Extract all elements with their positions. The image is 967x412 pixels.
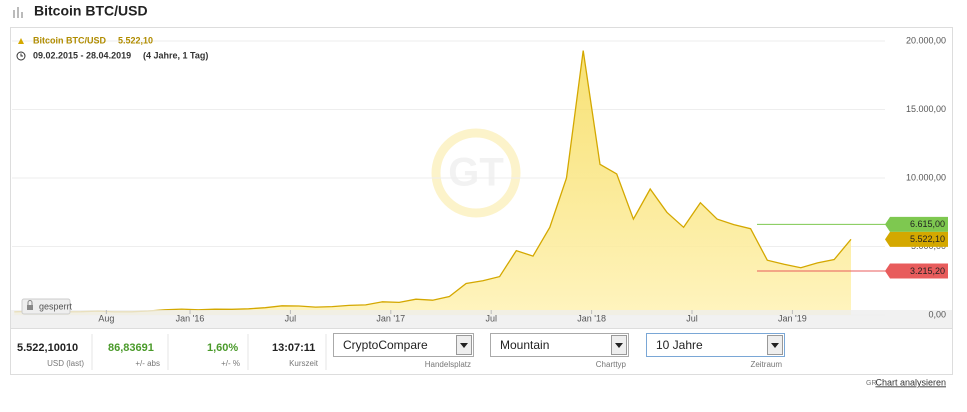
marker-label: 3.215,20: [910, 266, 945, 276]
quote-value: 13:07:11: [272, 342, 315, 354]
dropdown[interactable]: [646, 333, 785, 357]
x-tick-label: Jan '19: [778, 313, 807, 323]
plot: [12, 40, 885, 316]
quote-value: 86,83691: [108, 342, 154, 354]
marker-label: 5.522,10: [910, 234, 945, 244]
marker-label: 6.615,00: [910, 219, 945, 229]
footer-icon: GR: [866, 380, 877, 387]
dropdown-value: Mountain: [500, 338, 549, 352]
y-tick-label: 20.000,00: [906, 35, 946, 45]
x-tick-label: Jan '17: [376, 313, 405, 323]
quote-label: USD (last): [47, 359, 84, 368]
dropdown-label: Zeitraum: [750, 360, 782, 369]
dropdown-value: CryptoCompare: [343, 338, 428, 352]
x-tick-label: Jul: [485, 313, 497, 323]
quote-label: Kurszeit: [289, 359, 319, 368]
area-fill: [14, 50, 852, 315]
dropdown[interactable]: [490, 333, 629, 357]
marker-box: [885, 263, 948, 279]
dropdown-arrow: [460, 343, 468, 348]
title: Bitcoin BTC/USD: [34, 3, 148, 19]
x-tick-label: Jan '16: [176, 313, 205, 323]
quote: 5.522,10010 USD (last) 86,83691 +/- abs 1,60…: [17, 334, 327, 370]
svg-text:GT: GT: [448, 151, 504, 195]
x-tick-label: Jul: [686, 313, 698, 323]
quote-value: 5.522,10010: [17, 342, 78, 354]
x-axis-band: [11, 310, 952, 328]
watermark: GT: [431, 128, 521, 218]
axes: 0,005.000,0010.000,0015.000,0020.000,00A…: [98, 35, 948, 323]
quote-label: +/- %: [221, 359, 240, 368]
controls: CryptoCompare Handelsplatz Mountain Chartty…: [333, 333, 785, 369]
chart-link[interactable]: Chart analysieren: [875, 377, 946, 387]
lock-label: gesperrt: [39, 301, 73, 311]
legend-value: 5.522,10: [118, 35, 153, 45]
range-note: (4 Jahre, 1 Tag): [143, 50, 208, 60]
dropdown-arrow: [615, 343, 623, 348]
y-tick-label: 15.000,00: [906, 104, 946, 114]
subtitle: 09.02.2015 - 28.04.2019: [33, 50, 131, 60]
lock-badge: gesperrt: [21, 298, 73, 315]
dropdown-label: Charttyp: [596, 360, 627, 369]
marker-box: [885, 216, 948, 232]
dropdown[interactable]: [333, 333, 474, 357]
x-tick-label: Jul: [285, 313, 297, 323]
title-icon: [13, 7, 23, 18]
legend: Bitcoin BTC/USD 5.522,10 09.02.2015 - 28…: [16, 35, 208, 61]
y-tick-label: 0,00: [928, 309, 946, 319]
dropdown-arrow: [771, 343, 779, 348]
x-tick-label: Jan '18: [577, 313, 606, 323]
legend-label: Bitcoin BTC/USD: [33, 35, 106, 45]
dropdown-value: 10 Jahre: [656, 338, 703, 352]
dropdown-label: Handelsplatz: [425, 360, 471, 369]
y-tick-label: 10.000,00: [906, 172, 946, 182]
quote-value: 1,60%: [207, 342, 238, 354]
marker-box: [885, 231, 948, 247]
quote-label: +/- abs: [135, 359, 160, 368]
x-tick-label: Aug: [98, 313, 114, 323]
